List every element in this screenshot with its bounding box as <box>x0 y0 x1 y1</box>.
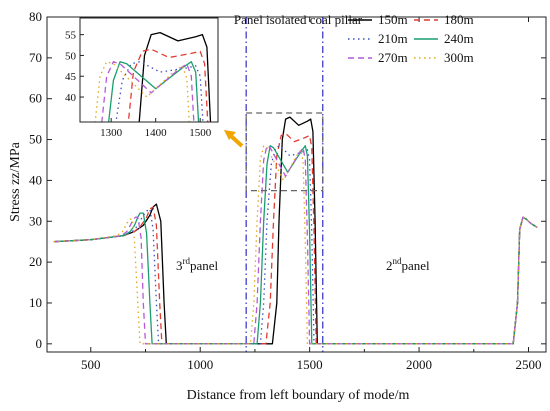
series-line-300m <box>53 145 538 345</box>
zoom-arrow-icon <box>224 130 244 148</box>
y-tick-label: 70 <box>29 50 42 65</box>
legend: 150m 180m 210m 240m 270m 300m <box>348 12 474 65</box>
y-tick-label: 50 <box>29 132 42 147</box>
legend-label-270m: 270m <box>378 50 408 65</box>
y-tick-label: 80 <box>29 9 42 24</box>
x-tick-label: 2000 <box>406 357 432 372</box>
legend-label-180m: 180m <box>444 12 474 27</box>
pillar-label: Panel isolated coal pillar <box>234 12 363 27</box>
y-tick-label: 10 <box>29 295 42 310</box>
legend-label-240m: 240m <box>444 31 474 46</box>
x-tick-label: 2500 <box>515 357 541 372</box>
inset-y-tick-label: 40 <box>65 92 77 104</box>
legend-label-300m: 300m <box>444 50 474 65</box>
y-tick-label: 60 <box>29 91 42 106</box>
inset-lines <box>94 31 212 122</box>
legend-label-210m: 210m <box>378 31 408 46</box>
main-plot-lines <box>53 17 538 352</box>
y-tick-label: 30 <box>29 213 42 228</box>
inset-y-tick-label: 55 <box>65 30 77 42</box>
inset-x-tick-label: 1300 <box>100 127 123 139</box>
third-panel-label: 3rdpanel <box>176 256 219 273</box>
series-line-180m <box>53 132 538 345</box>
inset-x-tick-label: 1400 <box>145 127 168 139</box>
main-plot-frame: 500 1000 1500 2000 2500 0 10 20 30 40 50 60 70 80 <box>29 9 547 372</box>
inset-series-line-270m <box>101 61 195 122</box>
x-tick-label: 1000 <box>187 357 213 372</box>
y-tick-label: 20 <box>29 254 42 269</box>
y-tick-label: 40 <box>29 172 42 187</box>
zoom-region-box <box>245 112 324 192</box>
y-tick-label: 0 <box>36 336 43 351</box>
inset-y-tick-label: 50 <box>65 50 77 62</box>
series-line-150m <box>53 116 538 345</box>
inset-frame <box>79 17 219 123</box>
x-tick-label: 1500 <box>297 357 323 372</box>
x-axis-title: Distance from left boundary of mode/m <box>187 388 410 403</box>
x-tick-label: 500 <box>81 357 101 372</box>
inset-plot: 1300 1400 1500 40 45 50 55 <box>65 17 219 139</box>
inset-x-tick-label: 1500 <box>189 127 212 139</box>
plot-frame <box>46 16 547 353</box>
series-line-240m <box>53 145 538 345</box>
legend-label-150m: 150m <box>378 12 408 27</box>
inset-series-line-150m <box>138 31 212 122</box>
series-line-270m <box>53 145 538 345</box>
y-axis-title: Stress zz/MPa <box>8 141 23 222</box>
series-line-210m <box>53 145 538 345</box>
inset-y-tick-label: 45 <box>65 71 77 83</box>
inset-series-line-240m <box>107 61 200 122</box>
second-panel-label: 2ndpanel <box>386 256 430 273</box>
